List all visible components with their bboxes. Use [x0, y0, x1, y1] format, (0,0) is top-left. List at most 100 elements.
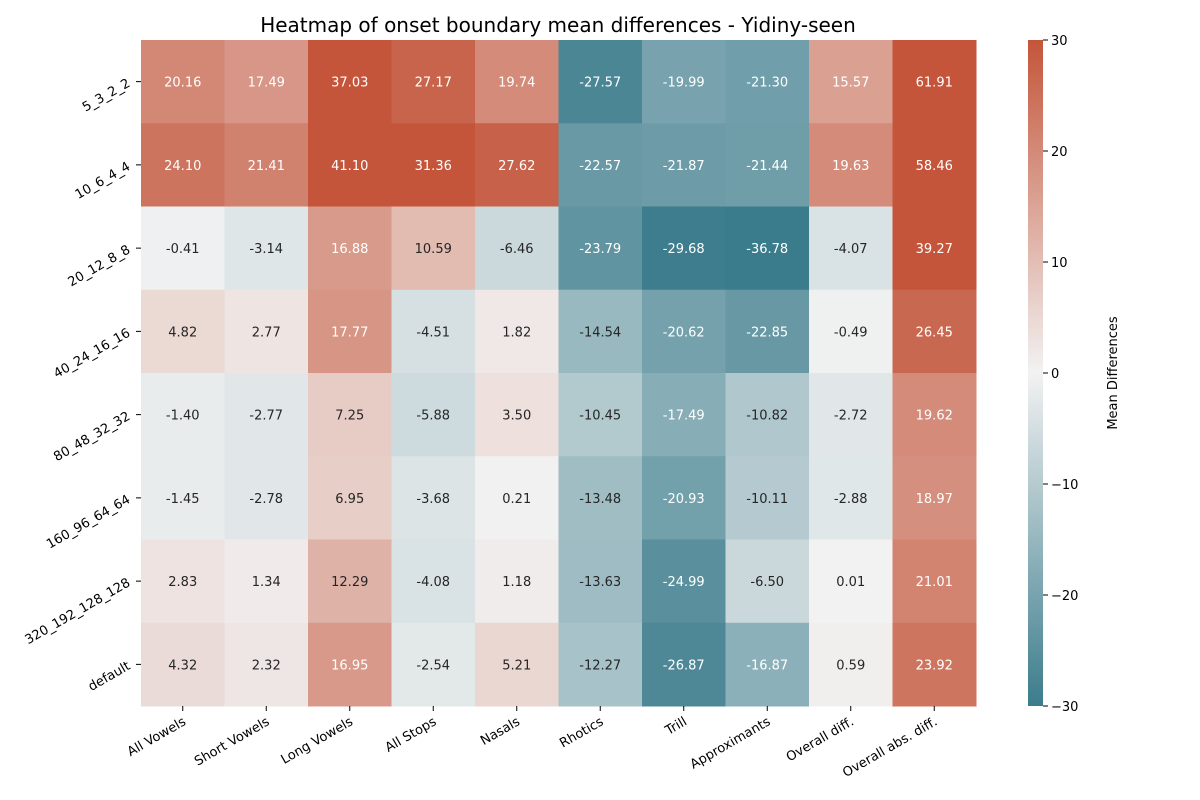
- colorbar-tick-label: 0: [1051, 367, 1059, 382]
- cell-value-label: -3.68: [416, 492, 450, 507]
- heatmap-cell: [141, 289, 225, 374]
- colorbar-tick-label: 20: [1051, 145, 1068, 160]
- column-label: Trill: [662, 714, 690, 739]
- cell-value-label: -10.11: [746, 492, 788, 507]
- heatmap-cell: [558, 456, 643, 540]
- column-label: Overall abs. diff.: [840, 714, 940, 780]
- cell-value-label: 21.41: [248, 159, 285, 174]
- heatmap-cell: [892, 539, 977, 624]
- heatmap-cell: [391, 373, 476, 457]
- heatmap-cell: [308, 456, 392, 540]
- cell-value-label: 0.01: [836, 575, 865, 590]
- cell-value-label: -22.57: [579, 159, 621, 174]
- colorbar-label: Mean Differences: [1106, 316, 1121, 430]
- cell-value-label: 39.27: [916, 242, 953, 257]
- heatmap-cell: [642, 206, 726, 291]
- colorbar-tick-label: −10: [1051, 478, 1078, 493]
- heatmap-cell: [141, 539, 225, 624]
- heatmap-cell: [475, 456, 559, 540]
- row-label: 160_96_64_64: [44, 492, 133, 552]
- cell-value-label: -5.88: [416, 409, 450, 424]
- heatmap-cell: [725, 373, 810, 457]
- heatmap-cell: [809, 40, 893, 124]
- heatmap-cell: [308, 123, 392, 207]
- cell-value-label: -4.07: [834, 242, 868, 257]
- heatmap-cell: [642, 539, 726, 624]
- heatmap-cell: [642, 622, 726, 707]
- heatmap-cell: [475, 40, 559, 124]
- heatmap-cell: [558, 206, 643, 291]
- cell-value-label: 6.95: [335, 492, 364, 507]
- heatmap-cells: 20.16 17.49 37.03 27.17 19.74 -27.57 -19.99 -21…: [141, 40, 977, 707]
- heatmap-cell: [141, 40, 225, 124]
- cell-value-label: 20.16: [164, 76, 201, 91]
- row-label: 20_12_8_8: [66, 243, 133, 291]
- column-label: Overall diff.: [784, 714, 857, 765]
- cell-value-label: -20.62: [663, 325, 705, 340]
- cell-value-label: 2.83: [168, 575, 197, 590]
- heatmap-cell: [224, 289, 309, 374]
- colorbar-gradient: [1028, 40, 1043, 706]
- cell-value-label: 27.17: [415, 76, 452, 91]
- cell-value-label: 17.77: [331, 325, 368, 340]
- cell-value-label: -10.82: [746, 409, 788, 424]
- cell-value-label: 1.82: [502, 325, 531, 340]
- cell-value-label: 4.82: [168, 325, 197, 340]
- cell-value-label: 18.97: [916, 492, 953, 507]
- heatmap-cell: [809, 456, 893, 540]
- row-label: 80_48_32_32: [51, 409, 133, 465]
- heatmap-cell: [224, 123, 309, 207]
- cell-value-label: 1.18: [502, 575, 531, 590]
- cell-value-label: -2.54: [416, 658, 450, 673]
- heatmap-cell: [141, 123, 225, 207]
- cell-value-label: -0.49: [834, 325, 868, 340]
- cell-value-label: -29.68: [663, 242, 705, 257]
- heatmap-cell: [391, 456, 476, 540]
- heatmap-cell: [642, 373, 726, 457]
- cell-value-label: -2.77: [249, 409, 283, 424]
- heatmap-cell: [725, 123, 810, 207]
- heatmap-cell: [475, 622, 559, 707]
- heatmap-cell: [809, 373, 893, 457]
- cell-value-label: -21.30: [746, 76, 788, 91]
- cell-value-label: -22.85: [746, 325, 788, 340]
- cell-value-label: -16.87: [746, 658, 788, 673]
- heatmap-cell: [892, 206, 977, 291]
- colorbar-tick-label: 30: [1051, 34, 1068, 49]
- heatmap-cell: [224, 373, 309, 457]
- column-labels: All Vowels Short Vowels Long Vowels All Sto…: [125, 706, 940, 781]
- cell-value-label: 24.10: [164, 159, 201, 174]
- heatmap-cell: [642, 40, 726, 124]
- heatmap-cell: [558, 40, 643, 124]
- cell-value-label: 1.34: [252, 575, 281, 590]
- colorbar-tick-label: −20: [1051, 589, 1078, 604]
- cell-value-label: 10.59: [415, 242, 452, 257]
- cell-value-label: 3.50: [502, 409, 531, 424]
- cell-value-label: -20.93: [663, 492, 705, 507]
- cell-value-label: -12.27: [579, 658, 621, 673]
- row-label: 10_6_4_4: [73, 159, 133, 202]
- chart-title: Heatmap of onset boundary mean differenc…: [260, 13, 856, 37]
- column-label: Rhotics: [557, 714, 606, 751]
- cell-value-label: 27.62: [498, 159, 535, 174]
- cell-value-label: 12.29: [331, 575, 368, 590]
- heatmap-cell: [892, 622, 977, 707]
- cell-value-label: -13.48: [579, 492, 621, 507]
- heatmap-cell: [391, 622, 476, 707]
- cell-value-label: 5.21: [502, 658, 531, 673]
- heatmap-cell: [809, 206, 893, 291]
- row-label: 40_24_16_16: [51, 326, 133, 382]
- row-labels: 5_3_2_2 10_6_4_4 20_12_8_8 40_24_16_16 80_48…: [23, 76, 141, 695]
- row-label: 320_192_128_128: [23, 576, 133, 648]
- cell-value-label: -21.44: [746, 159, 788, 174]
- heatmap-cell: [558, 539, 643, 624]
- cell-value-label: -2.88: [834, 492, 868, 507]
- cell-value-label: 21.01: [916, 575, 953, 590]
- heatmap-cell: [809, 123, 893, 207]
- heatmap-cell: [725, 622, 810, 707]
- heatmap-cell: [391, 206, 476, 291]
- heatmap-cell: [558, 373, 643, 457]
- cell-value-label: 58.46: [916, 159, 953, 174]
- heatmap-cell: [725, 539, 810, 624]
- cell-value-label: 19.62: [916, 409, 953, 424]
